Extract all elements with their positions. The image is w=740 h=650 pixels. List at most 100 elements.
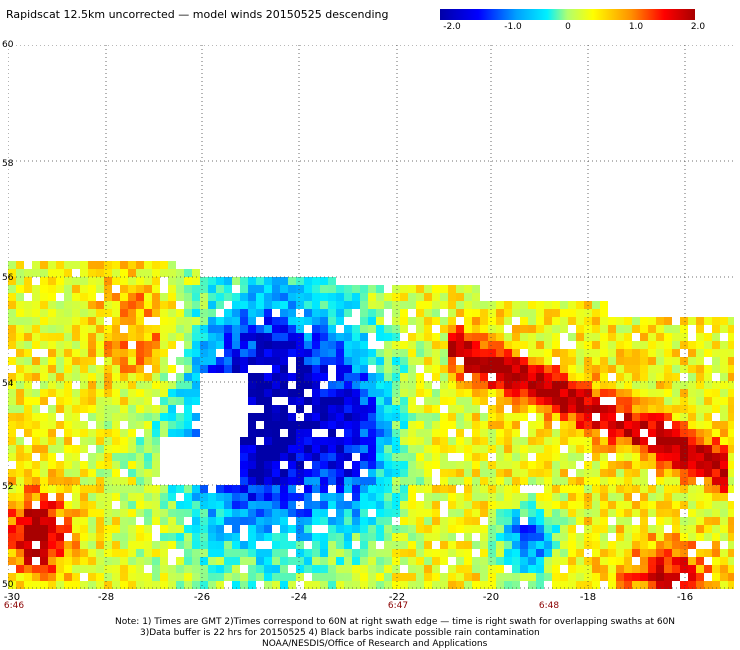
wind-cell xyxy=(432,453,440,461)
wind-cell xyxy=(168,381,176,389)
wind-cell xyxy=(144,549,152,557)
wind-cell xyxy=(240,517,248,525)
wind-cell xyxy=(120,517,128,525)
wind-cell xyxy=(560,557,568,565)
wind-cell xyxy=(280,581,288,589)
wind-cell xyxy=(344,405,352,413)
wind-cell xyxy=(392,325,400,333)
wind-cell xyxy=(16,333,24,341)
wind-cell xyxy=(72,413,80,421)
wind-cell xyxy=(384,517,392,525)
wind-cell xyxy=(168,413,176,421)
wind-cell xyxy=(208,277,216,285)
wind-cell xyxy=(128,557,136,565)
wind-cell xyxy=(88,581,96,589)
wind-cell xyxy=(200,565,208,573)
wind-cell xyxy=(488,405,496,413)
colorbar-label: -2.0 xyxy=(443,22,461,32)
wind-cell xyxy=(616,365,624,373)
wind-cell xyxy=(696,429,704,437)
wind-cell xyxy=(416,525,424,533)
wind-cell xyxy=(400,485,408,493)
wind-cell xyxy=(296,429,304,437)
wind-cell xyxy=(128,517,136,525)
wind-cell xyxy=(712,573,720,581)
wind-cell xyxy=(88,309,96,317)
wind-cell xyxy=(688,397,696,405)
wind-cell xyxy=(72,485,80,493)
wind-cell xyxy=(16,557,24,565)
wind-cell xyxy=(472,349,480,357)
wind-cell xyxy=(32,373,40,381)
wind-cell xyxy=(496,477,504,485)
wind-cell xyxy=(496,365,504,373)
wind-cell xyxy=(416,445,424,453)
wind-cell xyxy=(448,389,456,397)
wind-cell xyxy=(136,565,144,573)
wind-cell xyxy=(576,357,584,365)
wind-cell xyxy=(336,333,344,341)
wind-cell xyxy=(424,421,432,429)
wind-cell xyxy=(704,509,712,517)
wind-cell xyxy=(392,557,400,565)
wind-cell xyxy=(248,453,256,461)
wind-cell xyxy=(184,357,192,365)
wind-cell xyxy=(304,565,312,573)
wind-cell xyxy=(280,509,288,517)
wind-cell xyxy=(672,341,680,349)
wind-cell xyxy=(408,301,416,309)
wind-cell xyxy=(592,533,600,541)
wind-cell xyxy=(40,365,48,373)
wind-cell xyxy=(168,277,176,285)
wind-cell xyxy=(672,413,680,421)
wind-cell xyxy=(344,421,352,429)
wind-cell xyxy=(64,261,72,269)
wind-cell xyxy=(192,349,200,357)
wind-cell xyxy=(424,453,432,461)
wind-cell xyxy=(544,381,552,389)
wind-cell xyxy=(296,405,304,413)
wind-cell xyxy=(312,509,320,517)
wind-cell xyxy=(336,317,344,325)
wind-cell xyxy=(400,309,408,317)
wind-cell xyxy=(64,421,72,429)
wind-cell xyxy=(256,525,264,533)
wind-cell xyxy=(624,565,632,573)
wind-cell xyxy=(376,493,384,501)
wind-cell xyxy=(88,389,96,397)
wind-cell xyxy=(600,445,608,453)
wind-cell xyxy=(544,493,552,501)
wind-cell xyxy=(576,341,584,349)
wind-cell xyxy=(280,485,288,493)
wind-cell xyxy=(144,341,152,349)
wind-cell xyxy=(56,381,64,389)
wind-cell xyxy=(576,437,584,445)
wind-cell xyxy=(120,357,128,365)
wind-cell xyxy=(424,461,432,469)
wind-cell xyxy=(552,493,560,501)
wind-cell xyxy=(96,485,104,493)
wind-cell xyxy=(424,357,432,365)
wind-cell xyxy=(704,517,712,525)
wind-cell xyxy=(120,573,128,581)
wind-cell xyxy=(328,349,336,357)
wind-cell xyxy=(280,301,288,309)
wind-cell xyxy=(560,405,568,413)
wind-cell xyxy=(16,261,24,269)
wind-cell xyxy=(344,453,352,461)
wind-cell xyxy=(608,445,616,453)
wind-cell xyxy=(720,461,728,469)
wind-cell xyxy=(728,469,734,477)
wind-cell xyxy=(56,285,64,293)
wind-cell xyxy=(368,581,376,589)
wind-cell xyxy=(672,557,680,565)
wind-cell xyxy=(120,453,128,461)
wind-cell xyxy=(128,349,136,357)
wind-cell xyxy=(264,421,272,429)
wind-cell xyxy=(120,405,128,413)
wind-cell xyxy=(312,445,320,453)
wind-cell xyxy=(480,485,488,493)
wind-cell xyxy=(536,461,544,469)
wind-cell xyxy=(144,421,152,429)
wind-cell xyxy=(480,397,488,405)
